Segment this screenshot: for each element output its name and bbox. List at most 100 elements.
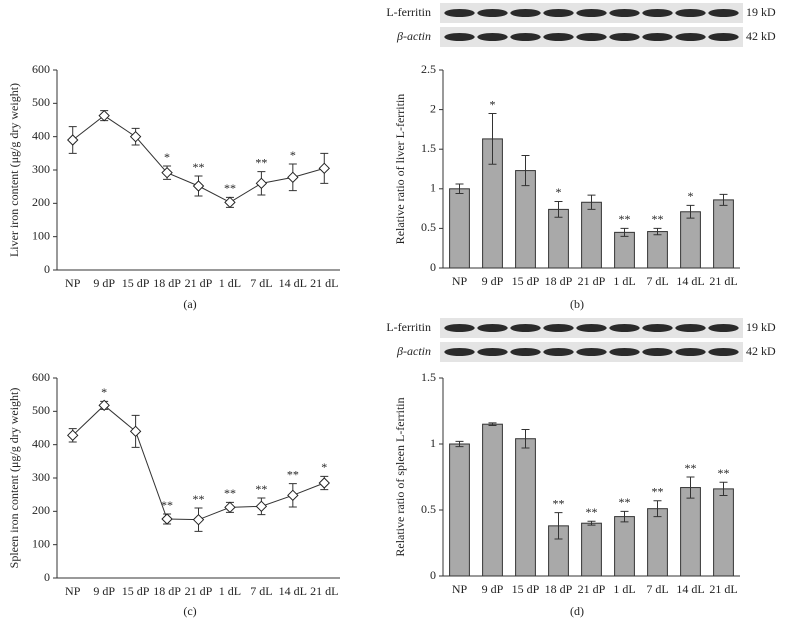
y-tick-label: 300 xyxy=(32,470,50,484)
marker xyxy=(224,501,236,514)
blot-band xyxy=(642,324,673,332)
blot-band xyxy=(708,9,739,17)
y-tick-label: 300 xyxy=(32,162,50,176)
blot-band xyxy=(477,348,508,356)
marker xyxy=(287,489,299,502)
bar xyxy=(680,487,701,577)
blot-size: 42 kD xyxy=(746,344,776,358)
bar xyxy=(581,201,602,269)
x-tick-label: 9 dP xyxy=(482,274,504,288)
error-bar xyxy=(653,500,662,518)
blot-band xyxy=(576,324,607,332)
blot-band xyxy=(708,33,739,41)
marker xyxy=(161,513,173,525)
panel-label: (a) xyxy=(183,297,196,311)
y-tick-label: 1.5 xyxy=(421,141,436,155)
x-tick-label: 21 dL xyxy=(310,584,338,598)
panel-label: (d) xyxy=(570,604,584,618)
significance: ** xyxy=(718,466,730,480)
error-bar xyxy=(620,510,629,523)
blot-band xyxy=(576,348,607,356)
blot-label: L-ferritin xyxy=(386,5,431,19)
significance: ** xyxy=(553,496,565,510)
blot-band xyxy=(444,324,475,332)
x-tick-label: NP xyxy=(65,276,81,290)
blot-size: 19 kD xyxy=(746,320,776,334)
marker xyxy=(318,477,330,489)
error-bar xyxy=(587,194,596,210)
y-tick-label: 0.5 xyxy=(421,220,436,234)
significance: ** xyxy=(287,467,299,481)
significance: ** xyxy=(619,495,631,509)
panel-label: (c) xyxy=(183,604,196,618)
significance: ** xyxy=(193,492,205,506)
blot-band xyxy=(510,324,541,332)
blot-band xyxy=(543,348,574,356)
x-tick-label: 15 dP xyxy=(122,276,150,290)
x-tick-label: 1 dL xyxy=(219,276,241,290)
significance: * xyxy=(688,189,694,203)
error-bar xyxy=(620,227,629,237)
significance: ** xyxy=(619,212,631,226)
bar xyxy=(515,438,536,577)
error-bar xyxy=(686,204,695,219)
bar xyxy=(482,423,503,577)
significance: * xyxy=(101,385,107,399)
panel-label: (b) xyxy=(570,297,584,311)
x-tick-label: 7 dL xyxy=(250,584,272,598)
marker xyxy=(129,130,142,143)
x-tick-label: 18 dP xyxy=(545,274,573,288)
y-tick-label: 500 xyxy=(32,403,50,417)
blot-band xyxy=(543,324,574,332)
blot-band xyxy=(609,324,640,332)
marker xyxy=(192,513,205,526)
significance: ** xyxy=(224,486,236,500)
x-tick-label: 1 dL xyxy=(613,582,635,596)
x-tick-label: 18 dP xyxy=(153,276,181,290)
x-tick-label: 14 dL xyxy=(676,582,704,596)
marker xyxy=(318,162,330,175)
error-bar xyxy=(455,183,464,195)
blot-size: 42 kD xyxy=(746,29,776,43)
blot-band xyxy=(675,33,706,41)
x-tick-label: 21 dP xyxy=(185,584,213,598)
error-bar xyxy=(488,422,497,427)
blot-band xyxy=(609,9,640,17)
y-axis-label: Relative ratio of liver L-ferritin xyxy=(393,94,407,245)
x-tick-label: 7 dL xyxy=(646,274,668,288)
significance: ** xyxy=(685,461,697,475)
x-tick-label: 21 dL xyxy=(310,276,338,290)
blot-band xyxy=(477,33,508,41)
significance: ** xyxy=(224,181,236,195)
significance: ** xyxy=(586,505,598,519)
y-axis-label: Spleen iron content (μg/g dry weight) xyxy=(7,388,21,569)
y-tick-label: 0 xyxy=(44,570,50,584)
x-tick-label: 21 dL xyxy=(709,274,737,288)
error-bar xyxy=(455,440,464,448)
blot-band xyxy=(642,9,673,17)
marker xyxy=(287,171,299,184)
y-axis-label: Relative ratio of spleen L-ferritin xyxy=(393,397,407,556)
blot-band xyxy=(510,33,541,41)
x-tick-label: 9 dP xyxy=(93,584,115,598)
error-bar xyxy=(521,428,530,449)
error-bar xyxy=(653,227,662,236)
significance: * xyxy=(290,148,296,162)
y-tick-label: 0 xyxy=(430,568,436,582)
blot-band xyxy=(576,9,607,17)
y-tick-label: 100 xyxy=(32,536,50,550)
blot-band xyxy=(642,348,673,356)
x-tick-label: NP xyxy=(452,582,468,596)
y-tick-label: 500 xyxy=(32,95,50,109)
x-tick-label: 7 dL xyxy=(250,276,272,290)
blot-band xyxy=(609,348,640,356)
y-tick-label: 400 xyxy=(32,128,50,142)
error-bar xyxy=(488,113,497,165)
x-tick-label: 9 dP xyxy=(93,276,115,290)
marker xyxy=(98,109,110,122)
y-tick-label: 0 xyxy=(430,260,436,274)
significance: * xyxy=(556,185,562,199)
error-bar xyxy=(719,481,728,496)
y-tick-label: 0.5 xyxy=(421,502,436,516)
blot-band xyxy=(444,348,475,356)
